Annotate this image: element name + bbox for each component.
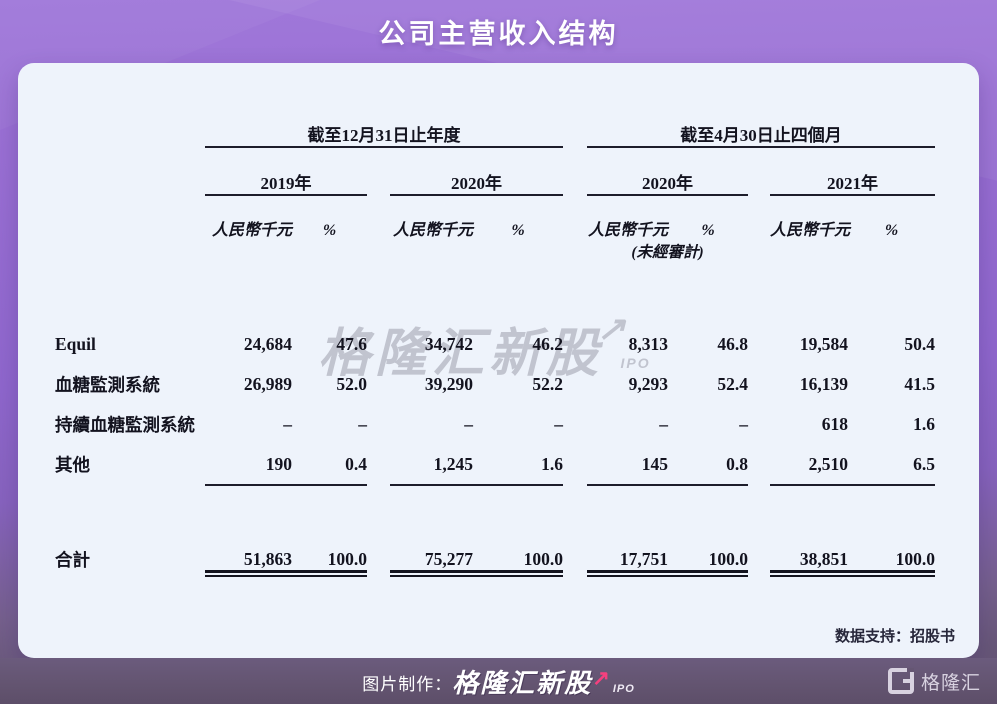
cell-value: – [739,413,749,434]
unit-label: 人民幣千元 [211,222,292,239]
year-header-2020: 2020年 [390,147,564,196]
year-header-2021: 2021年 [770,147,936,196]
total-value: 38,851 [770,532,849,577]
total-value: 51,863 [205,532,292,577]
cell-value: 50.4 [904,333,936,354]
brand-ipo-label: IPO [612,682,635,695]
cell-value: 6.5 [848,444,936,486]
row-label: Equil [55,333,96,354]
table-row-total: 合計 51,863 100.0 75,277 100.0 17,751 100.… [55,532,936,577]
cell-value: 0.4 [292,444,367,486]
gelonghui-logo-text: 格隆汇 [920,672,981,694]
total-value: 17,751 [587,532,669,577]
watermark: 格隆汇新股 ↗ IPO [318,310,651,386]
group-header-four-months: 截至4月30日止四個月 [587,121,936,148]
cell-value: 9,293 [628,373,669,394]
gelonghui-g-icon [887,668,914,694]
watermark-text: 格隆汇新股 [318,325,604,383]
total-value: 100.0 [668,532,749,577]
brand-logo-text: 格隆汇新股 [452,667,593,698]
source-note: 数据支持：招股书 [834,628,955,645]
table-card: 格隆汇新股 ↗ IPO 截至12月31日止年度 截至4月30日止四個月 [18,63,979,658]
cell-value: 52.4 [717,373,749,394]
unit-label: 人民幣千元 [392,222,473,239]
unit-label: 人民幣千元 [770,222,851,239]
unaudited-note: (未經審計) [631,244,704,261]
table-card-inner: 格隆汇新股 ↗ IPO 截至12月31日止年度 截至4月30日止四個月 [18,63,979,658]
footer-bar: 图片制作： 格隆汇新股 ↗ IPO 格隆汇 [0,658,997,704]
year-header-2020-4m: 2020年 [587,147,749,196]
cell-value: 52.0 [336,373,367,394]
table-row-equil: Equil 24,684 47.6 34,742 46.2 8,313 46.8… [55,324,935,364]
total-label: 合計 [55,549,90,570]
year-header-2019: 2019年 [205,147,367,196]
credit-label: 图片制作： [362,674,453,694]
cell-value: 1.6 [913,413,936,434]
year-header-row: 2019年 2020年 2020年 2021年 [55,147,936,196]
total-value: 75,277 [390,532,473,577]
group-header-annual: 截至12月31日止年度 [205,121,564,148]
percent-label: % [511,222,525,239]
cell-value: – [554,413,564,434]
unaudited-note-row: (未經審計) [55,240,935,270]
cell-value: 145 [587,444,669,486]
footer-credit: 图片制作： 格隆汇新股 ↗ IPO [362,663,635,700]
cell-value: 46.8 [717,333,749,354]
cell-value: 19,584 [799,333,849,354]
row-label: 血糖監測系統 [55,374,160,395]
cell-value: 190 [205,444,292,486]
table-row-bgm: 血糖監測系統 26,989 52.0 39,290 52.2 9,293 52.… [55,364,935,404]
watermark-arrow-icon: ↗ [597,310,631,348]
table-row-other: 其他 190 0.4 1,245 1.6 145 0.8 2,510 6.5 [55,444,936,486]
cell-value: 1,245 [390,444,473,486]
percent-label: % [884,222,899,239]
gelonghui-logo: 格隆汇 [887,658,981,704]
cell-value: 41.5 [904,373,936,394]
page-title: 公司主营收入结构 [378,19,619,49]
cell-value: – [659,413,669,434]
percent-label: % [701,222,715,239]
total-value: 100.0 [848,532,936,577]
cell-value: – [283,413,292,434]
cell-value: 39,290 [424,373,473,394]
cell-value: 52.2 [532,373,564,394]
group-header-row: 截至12月31日止年度 截至4月30日止四個月 [55,121,936,148]
row-label: 持續血糖監測系統 [55,414,195,435]
table-row-cgm: 持續血糖監測系統 – – – – – – 618 1.6 [55,404,935,444]
percent-label: % [322,222,337,239]
cell-value: – [358,413,367,434]
unit-header-row: 人民幣千元 % 人民幣千元 % 人民幣千元 % 人民幣千元 % [55,195,935,240]
watermark-ipo-label: IPO [620,355,651,371]
total-value: 100.0 [292,532,367,577]
total-value: 100.0 [473,532,564,577]
cell-value: 8,313 [628,333,669,354]
cell-value: 47.6 [336,333,367,354]
unit-label: 人民幣千元 [588,222,669,239]
brand-arrow-icon: ↗ [592,666,610,690]
cell-value: 46.2 [532,333,564,354]
cell-value: 24,684 [243,333,292,354]
cell-value: 26,989 [243,373,292,394]
cell-value: 2,510 [770,444,849,486]
row-label: 其他 [55,455,90,475]
cell-value: 34,742 [424,333,473,354]
cell-value: 16,139 [799,373,849,394]
cell-value: 0.8 [668,444,749,486]
cell-value: – [464,413,473,434]
revenue-structure-table: 截至12月31日止年度 截至4月30日止四個月 2019年 2020年 2020… [55,121,936,577]
cell-value: 1.6 [473,444,564,486]
cell-value: 618 [821,413,849,434]
